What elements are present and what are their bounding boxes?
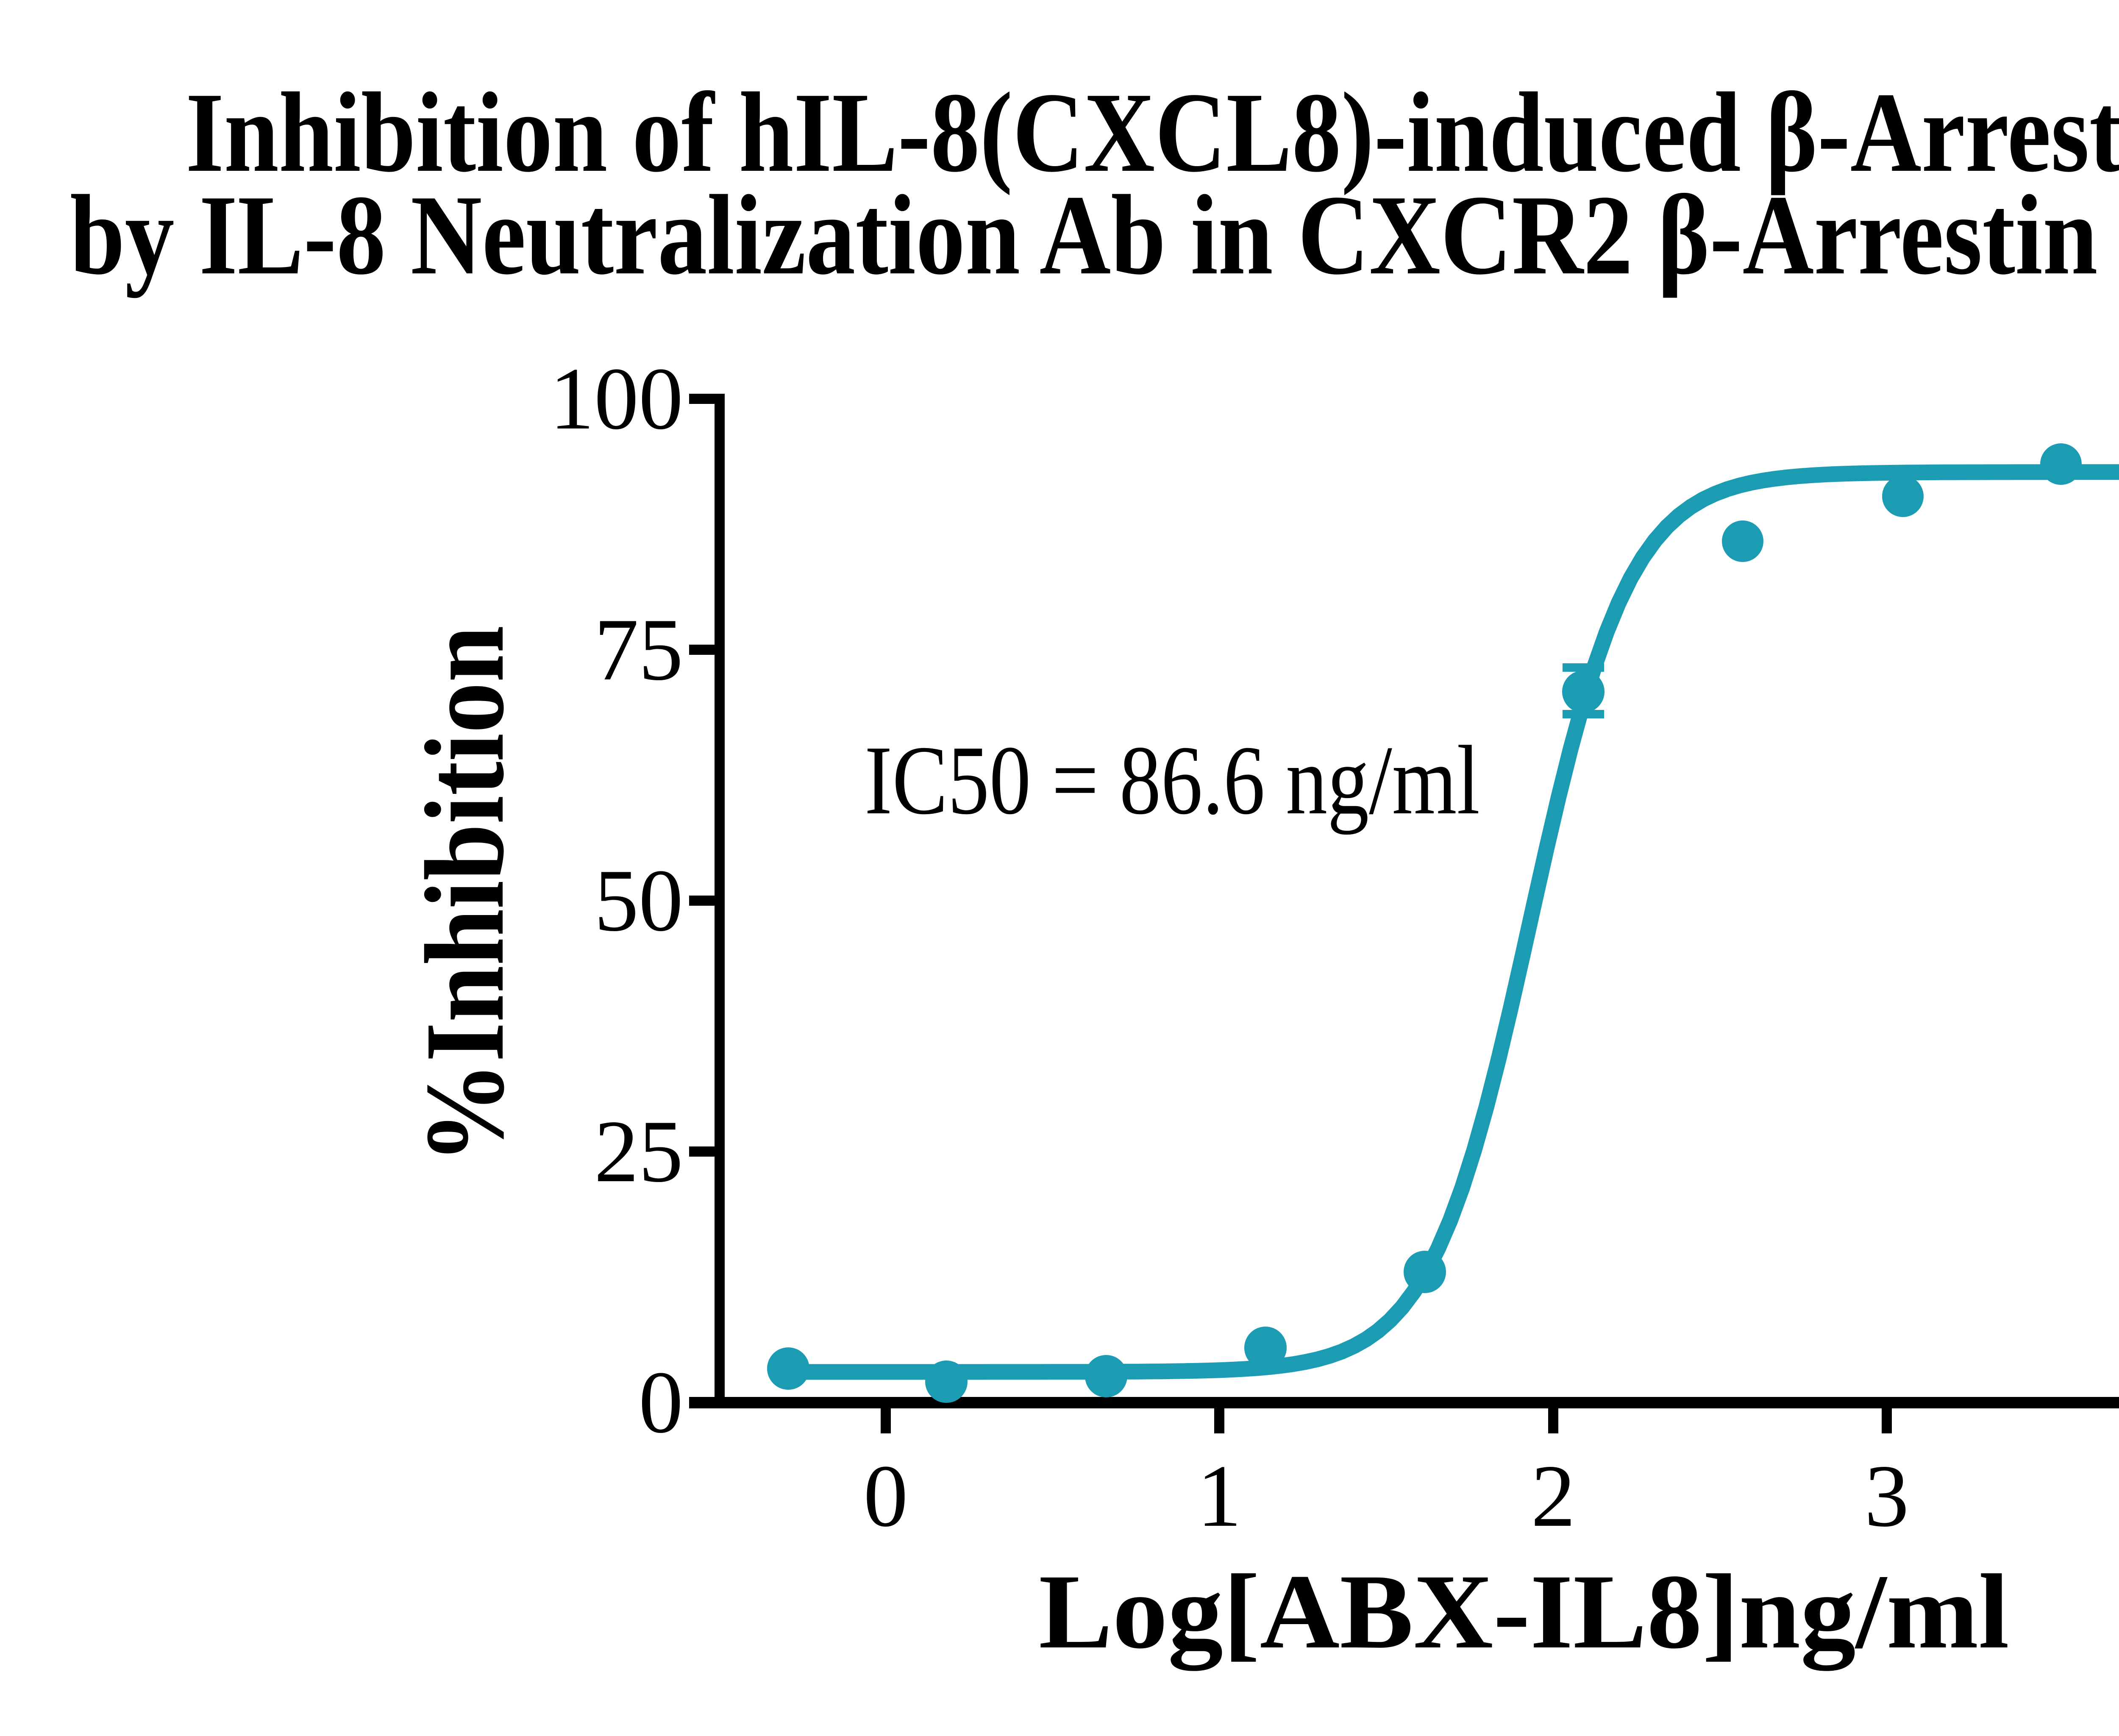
- svg-text:0: 0: [864, 1447, 908, 1545]
- svg-text:0: 0: [639, 1353, 683, 1452]
- svg-text:by IL-8 Neutralization Ab in C: by IL-8 Neutralization Ab in CXCR2 β-Arr…: [70, 172, 2119, 298]
- svg-text:IC50 = 86.6 ng/ml: IC50 = 86.6 ng/ml: [865, 726, 1480, 835]
- svg-text:100: 100: [550, 350, 683, 448]
- svg-text:75: 75: [594, 601, 683, 699]
- svg-text:25: 25: [594, 1102, 683, 1201]
- svg-text:1: 1: [1197, 1447, 1242, 1545]
- svg-text:3: 3: [1865, 1447, 1909, 1545]
- svg-text:2: 2: [1531, 1447, 1576, 1545]
- svg-text:Inhibition of hIL-8(CXCL8)-ind: Inhibition of hIL-8(CXCL8)-induced β-Arr…: [186, 69, 2119, 196]
- svg-text:50: 50: [594, 851, 683, 950]
- svg-text:%Inhibition: %Inhibition: [402, 626, 527, 1164]
- svg-text:Log[ABX-IL8]ng/ml: Log[ABX-IL8]ng/ml: [1039, 1552, 2009, 1671]
